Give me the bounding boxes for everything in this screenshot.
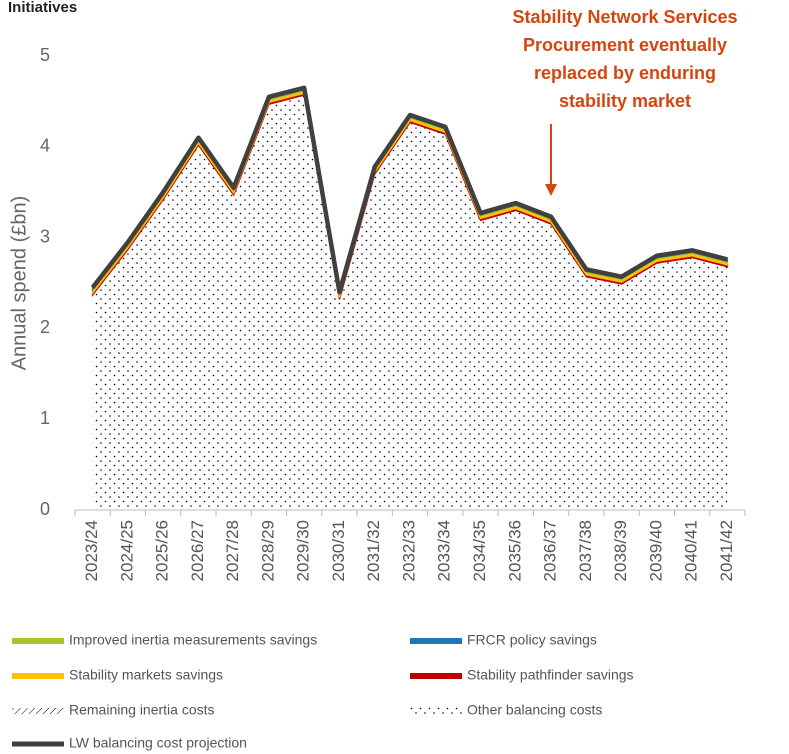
x-tick-label: 2041/42 (717, 520, 736, 581)
x-tick-label: 2037/38 (576, 520, 595, 581)
x-tick-label: 2038/39 (611, 520, 630, 581)
area (92, 95, 728, 510)
legend-swatch (12, 673, 64, 679)
y-tick-label: 5 (40, 45, 50, 65)
annotation: Stability Network Services (512, 7, 737, 27)
x-tick-label: 2029/30 (294, 520, 313, 581)
legend-swatch (410, 673, 462, 679)
legend-label: Remaining inertia costs (69, 702, 215, 718)
x-tick-label: 2023/24 (82, 520, 101, 581)
legend-label: Stability markets savings (69, 667, 223, 683)
legend-label: Other balancing costs (467, 702, 602, 718)
x-tick-label: 2030/31 (329, 520, 348, 581)
x-tick-label: 2032/33 (399, 520, 418, 581)
annotation: Procurement eventually (523, 35, 727, 55)
legend-swatch (12, 638, 64, 644)
legend-label: Improved inertia measurements savings (69, 632, 317, 648)
x-tick-label: 2040/41 (682, 520, 701, 581)
legend-label: Stability pathfinder savings (467, 667, 634, 683)
y-tick-label: 1 (40, 408, 50, 428)
x-tick-label: 2035/36 (505, 520, 524, 581)
x-tick-label: 2034/35 (470, 520, 489, 581)
y-tick-label: 4 (40, 136, 50, 156)
x-tick-label: 2033/34 (435, 520, 454, 581)
legend-swatch (12, 708, 64, 714)
x-tick-label: 2031/32 (364, 520, 383, 581)
legend-label: FRCR policy savings (467, 632, 597, 648)
legend-label: LW balancing cost projection (69, 735, 247, 751)
y-tick-label: 0 (40, 499, 50, 519)
x-tick-label: 2028/29 (258, 520, 277, 581)
annotation: replaced by enduring (534, 63, 716, 83)
y-axis-label: Annual spend (£bn) (8, 196, 30, 371)
legend-swatch (410, 638, 462, 644)
x-tick-label: 2027/28 (223, 520, 242, 581)
x-tick-label: 2039/40 (646, 520, 665, 581)
y-tick-label: 3 (40, 226, 50, 246)
annotation-arrowhead (545, 184, 557, 196)
legend-swatch (410, 706, 462, 716)
x-tick-label: 2024/25 (117, 520, 136, 581)
chart-title: Initiatives (8, 0, 77, 16)
x-tick-label: 2025/26 (153, 520, 172, 581)
x-tick-label: 2026/27 (188, 520, 207, 581)
line (90, 85, 728, 295)
annotation: stability market (559, 91, 691, 111)
y-tick-label: 2 (40, 317, 50, 337)
x-tick-label: 2036/37 (541, 520, 560, 581)
